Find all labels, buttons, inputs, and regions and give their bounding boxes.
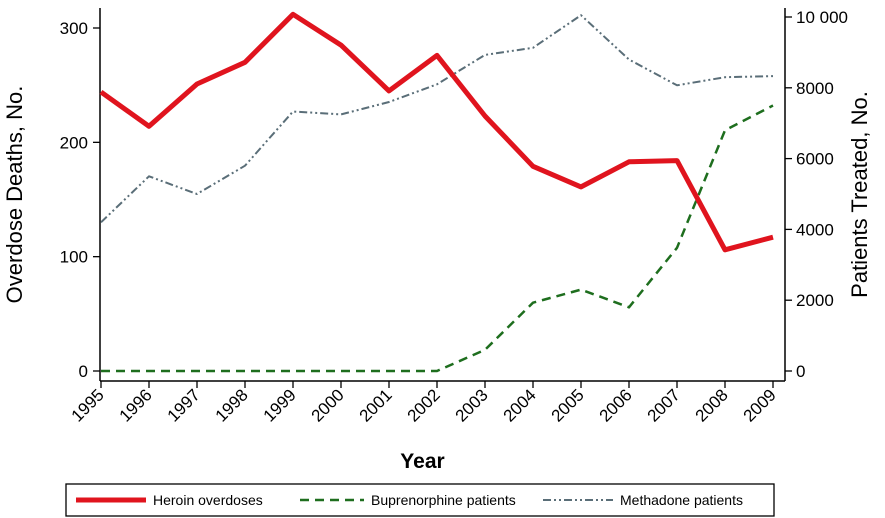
legend-label-buprenorphine-patients: Buprenorphine patients (371, 492, 516, 508)
y-left-tick-label: 200 (60, 133, 88, 152)
y-right-tick-label: 4000 (796, 220, 834, 239)
x-tick-label: 2006 (596, 385, 636, 425)
x-tick-label: 2002 (404, 385, 444, 425)
x-tick-label: 2003 (452, 385, 492, 425)
series-line-methadone-patients (100, 14, 774, 224)
series-line-buprenorphine-patients (101, 104, 774, 373)
legend-label-heroin-overdoses: Heroin overdoses (153, 492, 263, 508)
x-tick-label: 2005 (548, 385, 588, 425)
series-line-heroin-overdoses (99, 11, 774, 253)
x-tick-label: 1996 (116, 385, 156, 425)
x-axis-title: Year (400, 450, 444, 473)
y-right-tick-label: 0 (796, 362, 805, 381)
y-right-tick-label: 6000 (796, 150, 834, 169)
x-tick-label: 2001 (356, 385, 396, 425)
x-tick-label: 1997 (164, 385, 204, 425)
x-tick-label: 1999 (260, 385, 300, 425)
y-left-tick-label: 0 (79, 362, 88, 381)
y-left-axis-title: Overdose Deaths, No. (2, 86, 27, 304)
y-right-tick-label: 10 000 (796, 8, 848, 27)
x-tick-label: 2007 (644, 385, 684, 425)
x-tick-label: 2000 (308, 385, 348, 425)
y-left-tick-label: 300 (60, 19, 88, 38)
x-tick-label: 1998 (212, 385, 252, 425)
x-tick-label: 2009 (740, 385, 780, 425)
legend-box (65, 483, 775, 517)
y-right-tick-label: 2000 (796, 291, 834, 310)
x-tick-label: 1995 (68, 385, 108, 425)
y-right-axis-title: Patients Treated, No. (847, 91, 872, 298)
y-right-tick-label: 8000 (796, 79, 834, 98)
x-tick-label: 2004 (500, 385, 540, 425)
y-left-tick-label: 100 (60, 248, 88, 267)
legend-label-methadone-patients: Methadone patients (620, 492, 743, 508)
x-tick-label: 2008 (692, 385, 732, 425)
